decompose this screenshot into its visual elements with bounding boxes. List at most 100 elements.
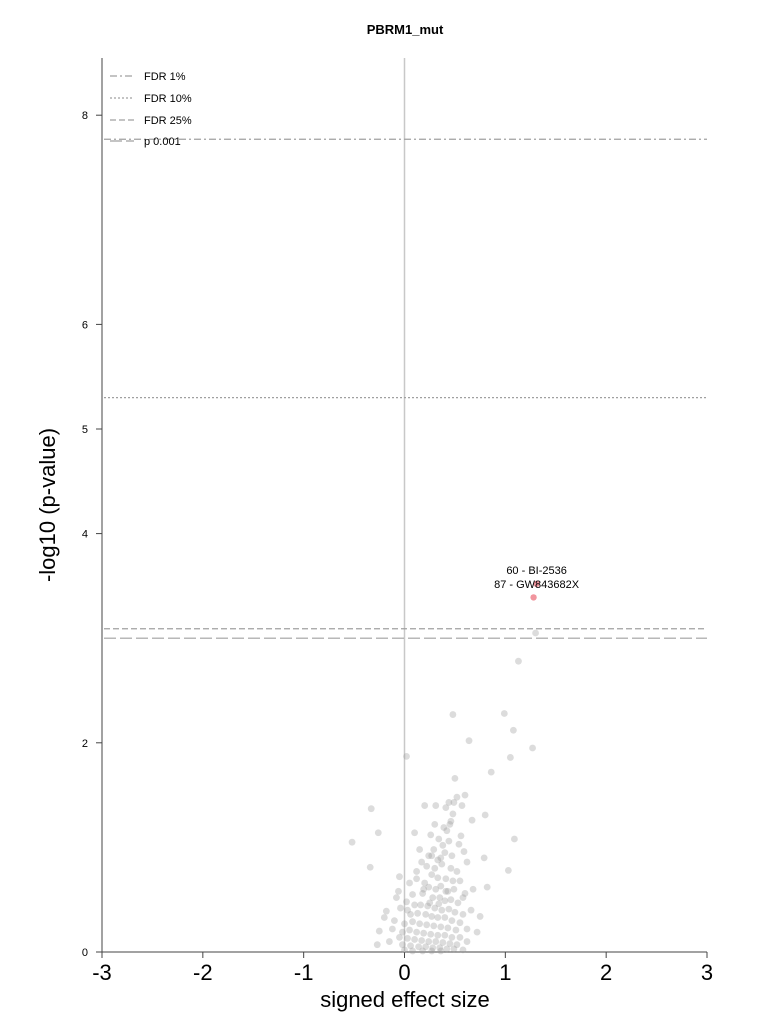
data-point	[380, 914, 388, 921]
data-point	[399, 928, 406, 936]
data-point	[450, 799, 458, 806]
data-point	[425, 852, 433, 860]
y-tick-label: 6	[82, 319, 88, 331]
y-tick-label: 2	[82, 738, 88, 750]
data-point	[458, 802, 466, 809]
data-point	[416, 846, 424, 853]
data-point	[429, 944, 437, 952]
y-tick-label: 8	[82, 110, 88, 122]
data-point	[366, 863, 374, 871]
x-tick-label: 0	[398, 960, 410, 985]
data-point	[456, 933, 464, 941]
data-point	[421, 802, 429, 809]
data-point	[415, 943, 423, 951]
data-point	[500, 710, 508, 717]
data-point	[434, 874, 442, 882]
data-point	[414, 909, 422, 917]
data-point	[438, 906, 446, 914]
data-point	[399, 941, 406, 949]
data-point	[481, 811, 489, 819]
data-point	[416, 920, 424, 928]
data-point	[441, 914, 449, 921]
data-point	[510, 726, 517, 734]
data-point	[440, 824, 448, 831]
data-point	[504, 867, 512, 874]
data-point	[406, 879, 413, 887]
data-point	[407, 910, 414, 918]
data-point	[441, 849, 449, 857]
data-point	[444, 924, 452, 932]
data-point	[407, 942, 414, 950]
x-tick-label: 3	[701, 960, 713, 985]
data-point	[437, 882, 445, 890]
data-point	[455, 840, 463, 848]
legend-label: p 0.001	[144, 136, 181, 148]
data-point	[396, 933, 403, 941]
data-point	[453, 868, 461, 875]
data-point	[424, 902, 432, 910]
data-point	[421, 879, 429, 887]
data-point	[452, 926, 460, 934]
data-point	[445, 905, 453, 913]
data-point	[429, 894, 437, 902]
data-point	[442, 875, 450, 883]
data-point	[430, 922, 438, 930]
point-annotation: 60 - BI-2536	[506, 565, 567, 577]
data-point	[446, 820, 454, 828]
data-point	[425, 883, 433, 891]
data-point	[439, 939, 447, 946]
data-point	[423, 862, 431, 870]
data-point	[431, 904, 439, 912]
data-point	[428, 913, 436, 920]
data-point	[529, 744, 536, 752]
data-point	[413, 868, 420, 875]
data-point	[443, 945, 451, 953]
data-point	[432, 938, 440, 945]
data-point	[401, 920, 408, 928]
data-point	[473, 928, 481, 936]
data-point	[487, 768, 495, 776]
data-point	[445, 799, 453, 806]
y-tick-label: 5	[82, 424, 88, 436]
data-point	[431, 864, 439, 872]
data-point	[385, 938, 393, 945]
x-tick-label: 2	[600, 960, 612, 985]
data-point	[450, 945, 458, 953]
data-point	[436, 894, 444, 902]
data-point	[449, 810, 457, 818]
data-point	[463, 938, 471, 945]
x-tick-label: -1	[294, 960, 314, 985]
data-point	[419, 890, 427, 897]
data-point	[437, 947, 445, 955]
data-point	[435, 835, 443, 843]
data-point	[417, 901, 425, 909]
data-point	[448, 917, 456, 925]
data-point	[431, 820, 439, 828]
y-tick-label: 0	[82, 947, 88, 959]
data-point	[427, 831, 435, 839]
highlighted-point	[533, 580, 540, 588]
data-point	[406, 926, 413, 934]
data-point	[447, 817, 455, 825]
data-point	[442, 887, 450, 895]
data-point	[449, 711, 457, 718]
x-tick-label: 1	[499, 960, 511, 985]
data-point	[461, 890, 469, 897]
data-point	[419, 947, 427, 955]
data-point	[420, 929, 428, 937]
data-point	[460, 848, 468, 855]
data-point	[442, 804, 450, 812]
data-point	[461, 791, 469, 799]
data-point	[413, 875, 420, 883]
data-point	[445, 837, 453, 845]
data-point	[422, 943, 430, 951]
data-point	[432, 885, 440, 893]
data-point	[459, 910, 467, 918]
data-point	[469, 885, 477, 893]
data-point	[454, 899, 462, 907]
data-point	[425, 938, 433, 945]
data-point	[403, 898, 410, 906]
data-point	[515, 657, 522, 665]
